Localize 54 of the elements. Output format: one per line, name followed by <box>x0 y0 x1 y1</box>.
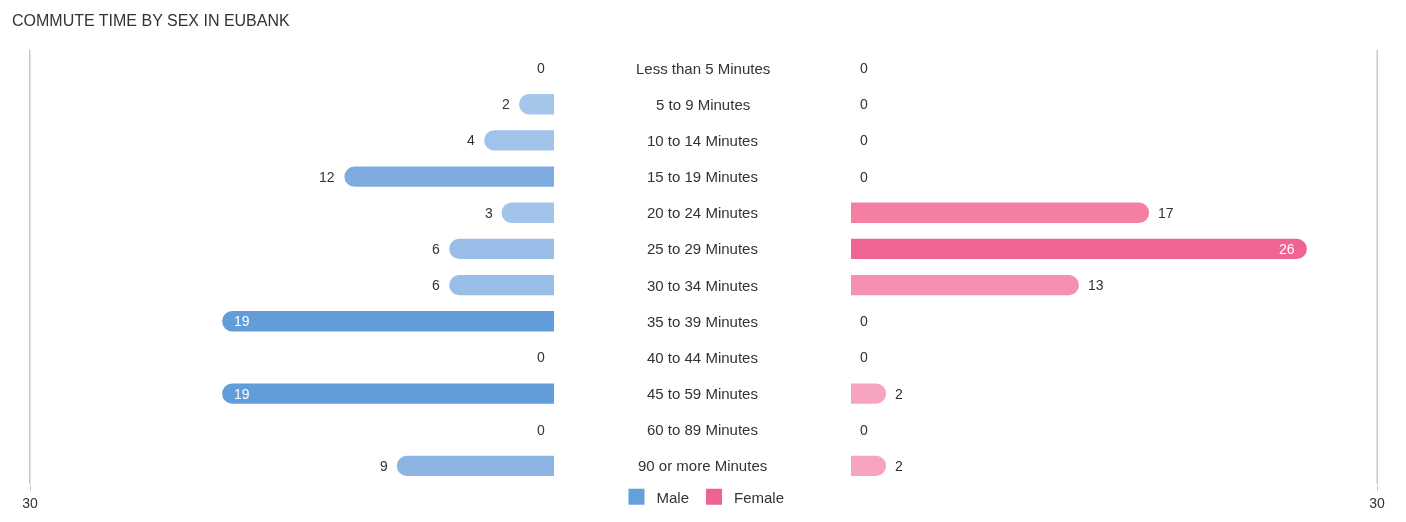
y-tick-label: 90 or more Minutes <box>638 457 768 474</box>
bar <box>851 238 1307 260</box>
bar <box>851 274 1079 296</box>
y-tick-label: 60 to 89 Minutes <box>647 421 758 438</box>
data-label: 4 <box>467 132 475 148</box>
y-tick-label: 30 to 34 Minutes <box>647 277 758 294</box>
data-label: 3 <box>485 205 493 221</box>
y-tick-label: 25 to 29 Minutes <box>647 240 758 257</box>
data-label: 0 <box>537 349 545 365</box>
bar <box>222 383 554 404</box>
bar <box>851 202 1150 223</box>
data-label: 26 <box>1279 241 1295 257</box>
chart-title: COMMUTE TIME BY SEX IN EUBANK <box>12 11 291 29</box>
data-label: 0 <box>860 60 868 76</box>
y-tick-label: 45 to 59 Minutes <box>647 385 758 402</box>
data-label: 9 <box>380 458 388 474</box>
data-label: 17 <box>1158 205 1174 221</box>
data-label: 0 <box>860 132 868 148</box>
data-label: 0 <box>860 349 868 365</box>
bar <box>851 455 887 477</box>
data-label: 0 <box>860 313 868 329</box>
bar <box>484 130 554 151</box>
data-label: 6 <box>432 241 440 257</box>
data-label: 0 <box>537 60 545 76</box>
data-label: 2 <box>895 386 903 402</box>
bar <box>501 202 554 223</box>
y-tick-label: 20 to 24 Minutes <box>647 204 758 221</box>
bar <box>449 238 554 260</box>
data-label: 13 <box>1088 277 1104 293</box>
y-tick-label: 40 to 44 Minutes <box>647 349 758 366</box>
data-label: 0 <box>860 96 868 112</box>
data-label: 0 <box>860 422 868 438</box>
y-tick-label: 15 to 19 Minutes <box>647 168 758 185</box>
data-label: 12 <box>319 169 335 185</box>
bar <box>396 455 554 477</box>
bar <box>344 166 554 187</box>
data-label: 19 <box>234 313 250 329</box>
y-tick-label: 5 to 9 Minutes <box>656 96 751 113</box>
y-tick-label: Less than 5 Minutes <box>636 60 771 77</box>
y-tick-label: 10 to 14 Minutes <box>647 132 758 149</box>
x-tick-label: 30 <box>1369 494 1385 511</box>
y-tick-label: 35 to 39 Minutes <box>647 313 758 330</box>
data-label: 2 <box>502 96 510 112</box>
data-label: 2 <box>895 458 903 474</box>
bar <box>519 94 554 115</box>
bar <box>851 383 887 404</box>
legend-label: Male <box>656 488 690 506</box>
data-label: 0 <box>537 422 545 438</box>
x-tick-label: 30 <box>22 494 38 511</box>
data-label: 6 <box>432 277 440 293</box>
bar <box>449 274 554 296</box>
data-label: 19 <box>234 386 250 402</box>
bar <box>222 311 554 332</box>
data-label: 0 <box>860 169 868 185</box>
